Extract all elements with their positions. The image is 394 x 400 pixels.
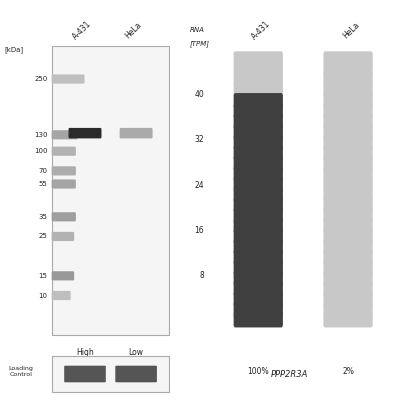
FancyBboxPatch shape [52, 232, 74, 241]
Text: A-431: A-431 [71, 19, 93, 41]
Text: 8: 8 [199, 271, 204, 280]
FancyBboxPatch shape [323, 62, 373, 77]
FancyBboxPatch shape [234, 229, 283, 244]
FancyBboxPatch shape [323, 187, 373, 202]
FancyBboxPatch shape [234, 187, 283, 202]
FancyBboxPatch shape [52, 74, 85, 84]
Text: 40: 40 [194, 90, 204, 99]
FancyBboxPatch shape [323, 229, 373, 244]
Text: 70: 70 [38, 168, 47, 174]
FancyBboxPatch shape [234, 62, 283, 77]
FancyBboxPatch shape [234, 124, 283, 140]
Text: 55: 55 [39, 181, 47, 187]
Text: [kDa]: [kDa] [4, 46, 23, 53]
Text: RNA: RNA [190, 27, 204, 33]
FancyBboxPatch shape [234, 83, 283, 98]
FancyBboxPatch shape [323, 292, 373, 306]
FancyBboxPatch shape [234, 166, 283, 181]
Text: 25: 25 [39, 234, 47, 240]
FancyBboxPatch shape [323, 250, 373, 265]
Text: 16: 16 [194, 226, 204, 235]
FancyBboxPatch shape [234, 239, 283, 254]
Text: 250: 250 [34, 76, 47, 82]
FancyBboxPatch shape [52, 147, 76, 156]
FancyBboxPatch shape [120, 128, 152, 138]
FancyBboxPatch shape [234, 218, 283, 234]
FancyBboxPatch shape [234, 302, 283, 317]
FancyBboxPatch shape [323, 239, 373, 254]
FancyBboxPatch shape [323, 270, 373, 286]
FancyBboxPatch shape [115, 366, 157, 382]
FancyBboxPatch shape [234, 104, 283, 119]
FancyBboxPatch shape [323, 93, 373, 108]
FancyBboxPatch shape [234, 312, 283, 328]
FancyBboxPatch shape [52, 166, 76, 176]
FancyBboxPatch shape [323, 156, 373, 171]
FancyBboxPatch shape [52, 271, 74, 280]
FancyBboxPatch shape [234, 208, 283, 223]
FancyBboxPatch shape [323, 281, 373, 296]
FancyBboxPatch shape [323, 302, 373, 317]
Text: 32: 32 [194, 136, 204, 144]
Text: PPP2R3A: PPP2R3A [271, 370, 308, 379]
FancyBboxPatch shape [234, 260, 283, 275]
FancyBboxPatch shape [323, 145, 373, 160]
FancyBboxPatch shape [323, 51, 373, 66]
FancyBboxPatch shape [234, 198, 283, 213]
Text: 100%: 100% [247, 366, 269, 376]
Text: 10: 10 [38, 292, 47, 298]
FancyBboxPatch shape [234, 270, 283, 286]
FancyBboxPatch shape [323, 312, 373, 328]
FancyBboxPatch shape [234, 72, 283, 87]
FancyBboxPatch shape [323, 114, 373, 129]
FancyBboxPatch shape [234, 250, 283, 265]
FancyBboxPatch shape [69, 128, 102, 138]
FancyBboxPatch shape [52, 46, 169, 335]
Text: High: High [76, 348, 94, 357]
FancyBboxPatch shape [234, 93, 283, 108]
FancyBboxPatch shape [234, 135, 283, 150]
Text: [TPM]: [TPM] [190, 40, 209, 46]
Text: 24: 24 [194, 181, 204, 190]
FancyBboxPatch shape [52, 130, 78, 139]
FancyBboxPatch shape [64, 366, 106, 382]
Text: Loading
Control: Loading Control [9, 366, 34, 377]
Text: Low: Low [128, 348, 143, 357]
Text: 100: 100 [34, 148, 47, 154]
FancyBboxPatch shape [52, 356, 169, 392]
FancyBboxPatch shape [234, 156, 283, 171]
Text: HeLa: HeLa [123, 20, 143, 40]
Text: 2%: 2% [342, 366, 354, 376]
FancyBboxPatch shape [323, 166, 373, 181]
FancyBboxPatch shape [323, 135, 373, 150]
FancyBboxPatch shape [323, 198, 373, 213]
FancyBboxPatch shape [52, 180, 76, 188]
FancyBboxPatch shape [52, 291, 71, 300]
FancyBboxPatch shape [234, 292, 283, 306]
Text: 15: 15 [38, 273, 47, 279]
Text: HeLa: HeLa [341, 20, 361, 40]
FancyBboxPatch shape [323, 260, 373, 275]
FancyBboxPatch shape [234, 145, 283, 160]
FancyBboxPatch shape [234, 176, 283, 192]
FancyBboxPatch shape [323, 208, 373, 223]
FancyBboxPatch shape [323, 218, 373, 234]
FancyBboxPatch shape [234, 51, 283, 66]
Text: 35: 35 [38, 214, 47, 220]
FancyBboxPatch shape [323, 176, 373, 192]
FancyBboxPatch shape [323, 124, 373, 140]
FancyBboxPatch shape [323, 72, 373, 87]
FancyBboxPatch shape [323, 104, 373, 119]
FancyBboxPatch shape [234, 114, 283, 129]
FancyBboxPatch shape [323, 83, 373, 98]
FancyBboxPatch shape [52, 212, 76, 221]
Text: 130: 130 [34, 132, 47, 138]
FancyBboxPatch shape [234, 281, 283, 296]
Text: A-431: A-431 [250, 19, 273, 42]
